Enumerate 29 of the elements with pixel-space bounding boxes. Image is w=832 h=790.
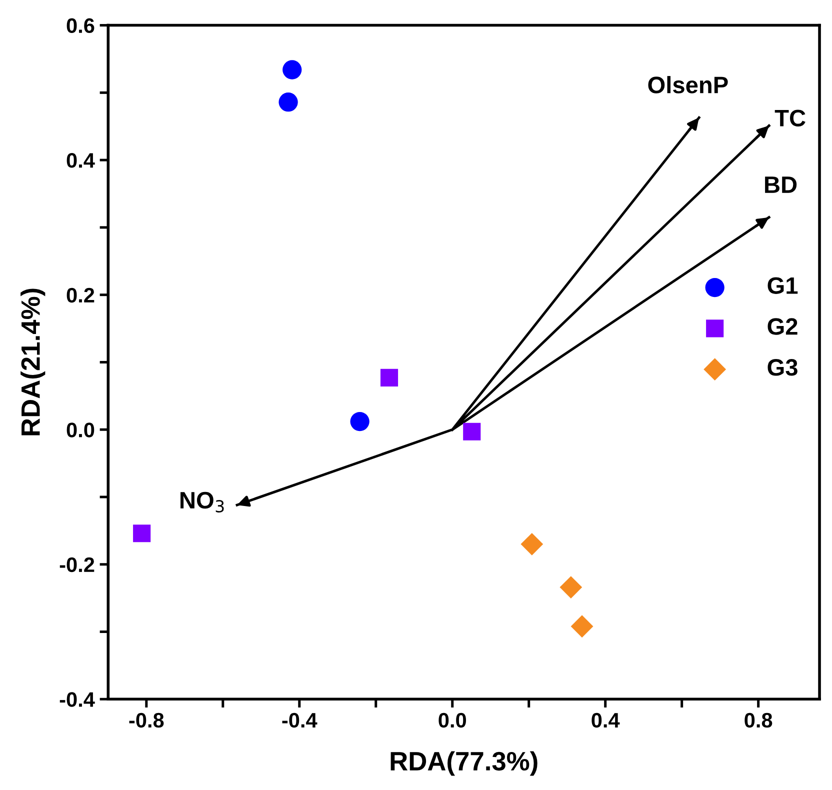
legend-label: G2 xyxy=(768,318,798,335)
point xyxy=(380,368,398,386)
y-axis-title: RDA(21.4%) xyxy=(20,288,46,436)
point xyxy=(520,532,544,556)
point xyxy=(350,412,370,432)
point xyxy=(463,422,481,440)
y-tick-label: 0.0 xyxy=(66,422,94,438)
y-tick-label: -0.2 xyxy=(60,557,94,572)
x-tick-label: -0.4 xyxy=(282,712,318,728)
x-tick-label: 0.4 xyxy=(592,712,620,728)
annotation: TC xyxy=(774,110,806,126)
y-tick-label: 0.6 xyxy=(66,18,94,34)
x-tick-label: -0.8 xyxy=(129,712,164,728)
y-tick-label: 0.2 xyxy=(66,288,94,303)
x-tick-label: 0.0 xyxy=(438,712,466,728)
annotation: BD xyxy=(765,176,797,193)
y-tick-label: -0.4 xyxy=(60,692,95,707)
y-tick-label: 0.4 xyxy=(66,153,95,168)
point xyxy=(570,615,594,638)
annotation: NO$_{3}$ xyxy=(180,492,224,512)
legend-label: G1 xyxy=(768,277,798,294)
legend-label: G3 xyxy=(768,359,798,376)
point xyxy=(560,576,582,598)
point xyxy=(278,92,298,112)
x-tick-label: 0.8 xyxy=(744,712,772,728)
x-axis-title: RDA(77.3%) xyxy=(390,751,538,776)
annotation: OlsenP xyxy=(648,76,728,94)
point xyxy=(133,524,151,542)
point xyxy=(282,60,302,80)
